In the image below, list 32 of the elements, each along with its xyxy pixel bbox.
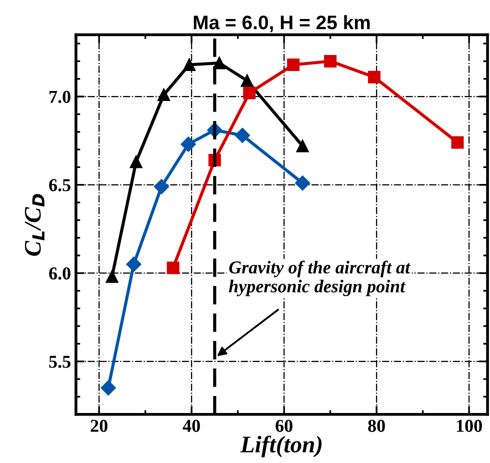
y-axis-title: C$_{L}$/C$_{D}$ [24, 194, 44, 256]
point [213, 56, 226, 70]
point [158, 88, 170, 102]
point [234, 128, 250, 143]
x-tick-label: 80 [368, 420, 385, 432]
point [130, 156, 142, 168]
y-tick-label: 7.0 [50, 90, 70, 104]
x-tick-label: 40 [182, 420, 200, 432]
point [100, 380, 116, 396]
y-tick-label: 5.5 [49, 356, 70, 368]
point [126, 256, 142, 272]
x-axis-title: Lift(ton) [240, 436, 322, 458]
y-tick-label: 6.0 [49, 267, 70, 280]
point [294, 175, 310, 191]
point [180, 136, 196, 152]
chart-title: Ma = 6.0, H = 25 km [194, 15, 370, 32]
point [243, 86, 256, 100]
point [324, 54, 337, 68]
point [240, 74, 254, 87]
point [166, 262, 180, 274]
x-tick-label: 20 [90, 420, 108, 432]
x-tick-label: 60 [276, 420, 292, 432]
point [154, 179, 170, 194]
y-tick-label: 6.5 [49, 179, 70, 192]
point [183, 58, 196, 71]
point [106, 270, 118, 283]
point [451, 136, 464, 149]
point [296, 140, 309, 152]
x-tick-label: 100 [456, 420, 482, 432]
point [287, 58, 300, 71]
point [368, 70, 380, 84]
annotation: Gravity of the aircraft at hypersonic design point [228, 260, 411, 296]
